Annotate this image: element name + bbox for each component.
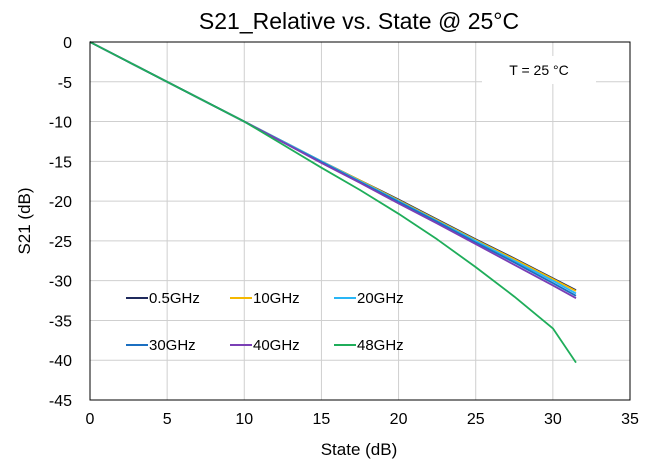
y-tick-label: -45 bbox=[49, 393, 72, 410]
x-axis-title: State (dB) bbox=[321, 440, 398, 459]
legend-item: 48GHz bbox=[334, 337, 404, 354]
annotation-box bbox=[482, 56, 596, 84]
chart-title: S21_Relative vs. State @ 25°C bbox=[199, 8, 519, 34]
legend-item: 40GHz bbox=[230, 337, 300, 354]
x-tick-label: 25 bbox=[467, 411, 485, 428]
legend-label: 40GHz bbox=[253, 337, 300, 354]
legend-label: 48GHz bbox=[357, 337, 404, 354]
tick-label-layer: 0 5 10 15 20 25 30 35 0 -5 -10 -15 -20 -25 -30 -35 -40 -4… bbox=[49, 35, 639, 428]
y-axis-title: S21 (dB) bbox=[15, 187, 34, 254]
legend-item: 10GHz bbox=[230, 290, 300, 307]
y-tick-label: -30 bbox=[49, 274, 72, 291]
series-line-48ghz bbox=[89, 41, 577, 364]
y-tick-label: 0 bbox=[63, 35, 72, 52]
series-layer bbox=[89, 41, 577, 364]
legend-item: 0.5GHz bbox=[126, 290, 200, 307]
y-tick-label: -25 bbox=[49, 234, 72, 251]
temperature-annotation: T = 25 °C bbox=[482, 56, 596, 84]
legend-label: 10GHz bbox=[253, 290, 300, 307]
y-tick-label: -15 bbox=[49, 154, 72, 171]
x-tick-label: 30 bbox=[544, 411, 562, 428]
annotation-text: T = 25 °C bbox=[509, 62, 568, 78]
legend-item: 20GHz bbox=[334, 290, 404, 307]
x-tick-label: 35 bbox=[621, 411, 639, 428]
x-tick-label: 5 bbox=[163, 411, 172, 428]
x-tick-label: 0 bbox=[86, 411, 95, 428]
legend-label: 30GHz bbox=[149, 337, 196, 354]
x-tick-label: 20 bbox=[390, 411, 408, 428]
x-tick-label: 10 bbox=[235, 411, 253, 428]
y-tick-label: -35 bbox=[49, 313, 72, 330]
y-tick-label: -5 bbox=[58, 75, 72, 92]
y-tick-label: -40 bbox=[49, 353, 72, 370]
legend-label: 0.5GHz bbox=[149, 290, 200, 307]
y-tick-label: -10 bbox=[49, 115, 72, 132]
x-tick-label: 15 bbox=[313, 411, 331, 428]
legend-label: 20GHz bbox=[357, 290, 404, 307]
y-tick-label: -20 bbox=[49, 194, 72, 211]
plot-frame bbox=[89, 41, 631, 401]
legend: 0.5GHz 10GHz 20GHz 30GHz 40GHz 48GHz bbox=[126, 290, 404, 354]
legend-item: 30GHz bbox=[126, 337, 196, 354]
